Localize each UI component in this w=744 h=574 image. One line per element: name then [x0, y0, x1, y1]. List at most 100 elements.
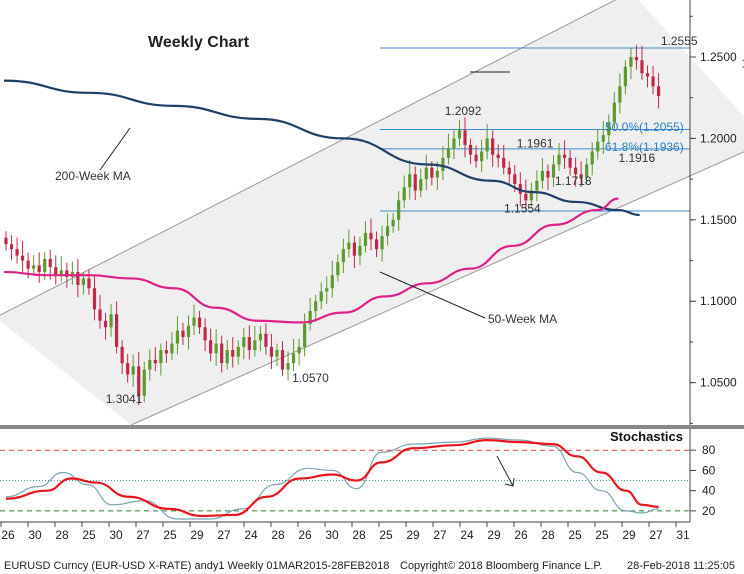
main-y-tick-label: 1.0500 — [700, 376, 737, 390]
x-tick-label: 29 — [190, 528, 204, 542]
price-annotation: 1.2092 — [445, 104, 482, 118]
stochastics-k-line — [5, 437, 659, 520]
candle-body — [314, 301, 318, 312]
price-annotation: 1.1961 — [517, 136, 554, 150]
x-tick-label: 27 — [136, 528, 150, 542]
candle-body — [640, 60, 644, 74]
candle-body — [32, 265, 36, 269]
candle-body — [81, 278, 86, 285]
candle-body — [623, 66, 627, 87]
candle-body — [546, 170, 550, 178]
chart-title: Weekly Chart — [148, 34, 250, 51]
candle-body — [253, 340, 257, 351]
candle-body — [209, 340, 213, 354]
candle-body — [474, 154, 478, 162]
x-tick-label: 24 — [460, 528, 474, 542]
ma50-leader — [379, 271, 486, 319]
stoch-y-tick-label: 80 — [702, 443, 716, 457]
candle-body — [612, 102, 616, 123]
candle-body — [529, 190, 533, 201]
candle-body — [297, 346, 301, 354]
candlesticks — [4, 45, 661, 406]
candle-body — [574, 167, 578, 175]
ma200-label: 200-Week MA — [55, 169, 131, 183]
candle-body — [480, 151, 484, 162]
price-annotation: 1.2555 — [661, 34, 698, 48]
candle-body — [551, 164, 556, 178]
x-tick-label: 25 — [595, 528, 609, 542]
candle-body — [413, 174, 417, 191]
candle-body — [197, 317, 202, 328]
x-axis: 26 30 28 25 30 27 25 29 27 24 28 26 30 28 25 29 27 24 29 26… — [0, 521, 690, 542]
candle-body — [513, 174, 517, 185]
stochastics-panel: Stochastics 80 60 40 20 — [0, 429, 716, 522]
fib-level-labels: 50.0%(1.2055) 61.8%(1.1936) — [605, 120, 684, 154]
candle-body — [269, 346, 274, 357]
x-tick-label: 28 — [55, 528, 69, 542]
x-tick-label: 24 — [244, 528, 258, 542]
candle-body — [419, 179, 423, 191]
footer: EURUSD Curncy (EUR-USD X-RATE) andy1 Wee… — [4, 560, 735, 572]
ma50-label: 50-Week MA — [488, 312, 557, 326]
candle-body — [491, 138, 495, 155]
x-tick-label: 25 — [163, 528, 177, 542]
stoch-arrow-shaft — [496, 455, 514, 487]
candle-body — [496, 154, 500, 158]
candle-body — [65, 270, 69, 277]
x-tick-label: 26 — [298, 528, 312, 542]
candle-body — [170, 343, 174, 354]
candle-body — [385, 226, 390, 237]
ma50-line — [3, 197, 619, 324]
candle-body — [629, 56, 633, 67]
candle-body — [634, 56, 639, 61]
candle-body — [402, 187, 406, 201]
candle-body — [142, 369, 146, 396]
candle-body — [518, 184, 522, 194]
candle-body — [607, 122, 611, 136]
candle-body — [92, 288, 97, 310]
price-annotation: 1.1718 — [555, 174, 592, 188]
candle-body — [391, 219, 395, 227]
footer-instrument: EURUSD Curncy (EUR-USD X-RATE) andy1 Wee… — [4, 560, 389, 572]
candle-body — [9, 244, 14, 250]
candle-body — [247, 337, 251, 351]
candle-body — [98, 309, 102, 321]
stochastics-title: Stochastics — [610, 429, 683, 444]
fib-50-label: 50.0%(1.2055) — [605, 120, 684, 134]
candle-body — [137, 366, 141, 396]
price-annotation: 1.3041 — [106, 392, 143, 406]
candle-body — [126, 363, 130, 375]
candle-body — [192, 317, 196, 326]
candle-body — [258, 333, 262, 341]
candle-body — [535, 180, 539, 191]
candle-body — [524, 193, 528, 201]
candle-body — [457, 130, 462, 139]
candle-body — [319, 291, 323, 302]
candle-body — [330, 275, 334, 289]
price-annotation: 1.1554 — [504, 202, 541, 216]
stoch-y-tick-label: 60 — [702, 463, 716, 477]
x-tick-label: 29 — [487, 528, 501, 542]
price-annotation: 1.1916 — [618, 151, 655, 165]
x-tick-label: 30 — [325, 528, 339, 542]
candle-body — [369, 232, 373, 240]
candle-body — [596, 141, 600, 152]
candle-body — [430, 167, 434, 178]
stoch-y-tick-label: 40 — [702, 484, 716, 498]
candle-body — [452, 138, 456, 149]
candle-body — [203, 327, 207, 341]
stochastics-d-line — [5, 439, 659, 518]
candle-body — [115, 314, 119, 347]
x-tick-label: 28 — [271, 528, 285, 542]
candle-body — [590, 151, 594, 165]
x-tick-label: 26 — [1, 528, 15, 542]
candle-body — [424, 167, 428, 180]
candle-body — [358, 245, 362, 256]
x-tick-label: 26 — [514, 528, 528, 542]
candle-body — [175, 330, 180, 344]
price-annotations: 1.3041 1.0570 1.2092 1.1961 1.1916 1.1718 1.15… — [106, 34, 744, 406]
main-y-tick-label: 1.2000 — [700, 131, 737, 145]
candle-body — [103, 320, 108, 328]
candle-body — [26, 260, 30, 269]
